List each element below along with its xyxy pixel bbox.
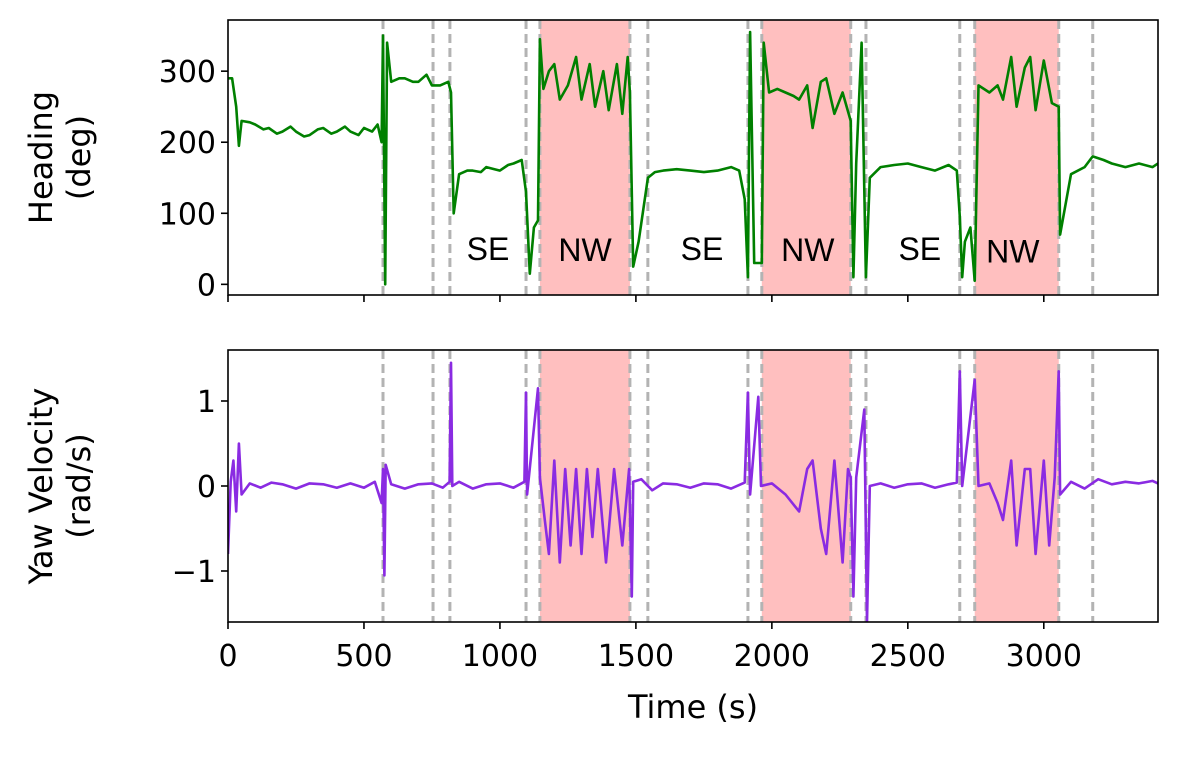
y-axis-label: Heading [22, 91, 60, 224]
data-line [228, 361, 1158, 622]
y-tick-label: 0 [197, 268, 216, 303]
annotation: SE [467, 231, 510, 267]
y-tick-label: −1 [172, 555, 216, 590]
y-tick-label: 0 [197, 470, 216, 505]
data-line [228, 30, 1158, 286]
y-axis-label: Yaw Velocity [22, 388, 60, 586]
y-tick-label: 200 [159, 126, 216, 161]
annotation: SE [681, 231, 724, 267]
y-tick-label: 300 [159, 55, 216, 90]
annotation: SE [898, 231, 941, 267]
y-axis-label: (deg) [60, 115, 98, 200]
x-tick-label: 0 [218, 639, 237, 674]
x-tick-label: 3000 [1006, 639, 1082, 674]
x-tick-label: 1000 [462, 639, 538, 674]
x-tick-label: 2500 [870, 639, 946, 674]
annotation: NW [558, 232, 612, 268]
shaded-region [761, 20, 851, 295]
annotation: NW [781, 232, 835, 268]
y-tick-label: 1 [197, 385, 216, 420]
axes-frame [227, 19, 1159, 296]
y-tick-label: 100 [159, 197, 216, 232]
x-axis-label: Time (s) [627, 688, 758, 726]
plot-area [228, 20, 1158, 295]
annotation: NW [986, 233, 1040, 269]
plot-area [228, 350, 1158, 622]
x-tick-label: 2000 [734, 639, 810, 674]
y-axis-label: (rad/s) [60, 433, 98, 539]
x-tick-label: 1500 [598, 639, 674, 674]
x-tick-label: 500 [335, 639, 392, 674]
